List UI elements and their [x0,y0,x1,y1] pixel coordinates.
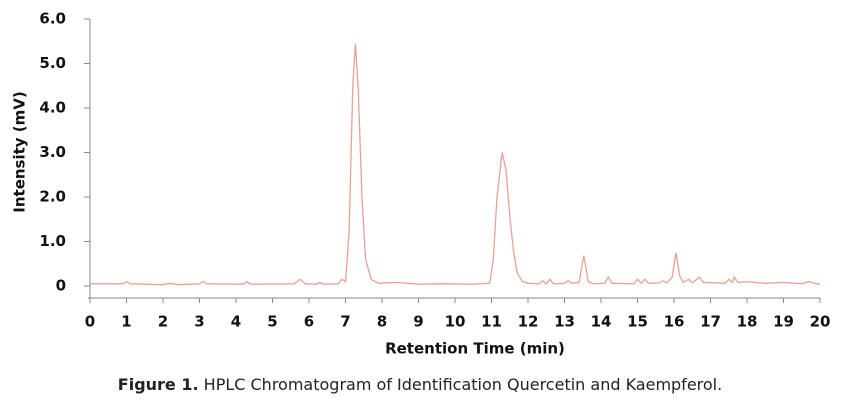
x-tick-label: 16 [664,313,685,331]
x-tick-label: 17 [700,313,721,331]
x-tick-label: 12 [518,313,539,331]
x-tick-label: 14 [591,313,612,331]
x-tick-label: 3 [194,313,204,331]
x-tick-label: 10 [445,313,466,331]
x-tick-label: 13 [554,313,575,331]
x-tick-label: 9 [413,313,423,331]
x-tick-label: 4 [231,313,241,331]
x-tick-label: 5 [267,313,277,331]
y-tick-label: 5.0 [39,54,66,72]
y-tick-label: 6.0 [39,10,66,28]
x-tick-label: 2 [158,313,168,331]
y-tick-label: 0 [56,277,66,295]
chromatogram-line [90,43,820,286]
x-tick-label: 0 [85,313,95,331]
y-tick-label: 3.0 [39,143,66,161]
x-tick-label: 19 [773,313,794,331]
x-tick-label: 11 [481,313,502,331]
caption-label: Figure 1. [118,375,199,394]
x-axis-label: Retention Time (min) [385,340,565,358]
x-tick-label: 1 [121,313,131,331]
y-tick-label: 1.0 [39,232,66,250]
y-axis-label: Intensity (mV) [11,91,29,212]
x-tick-label: 8 [377,313,387,331]
x-tick-label: 7 [340,313,350,331]
caption-text: HPLC Chromatogram of Identification Quer… [204,375,723,394]
y-tick-label: 4.0 [39,99,66,117]
caption: Figure 1. HPLC Chromatogram of Identific… [118,375,722,394]
y-tick-label: 2.0 [39,188,66,206]
x-tick-label: 15 [627,313,648,331]
x-tick-label: 6 [304,313,314,331]
x-tick-label: 18 [737,313,758,331]
x-tick-label: 20 [810,313,831,331]
